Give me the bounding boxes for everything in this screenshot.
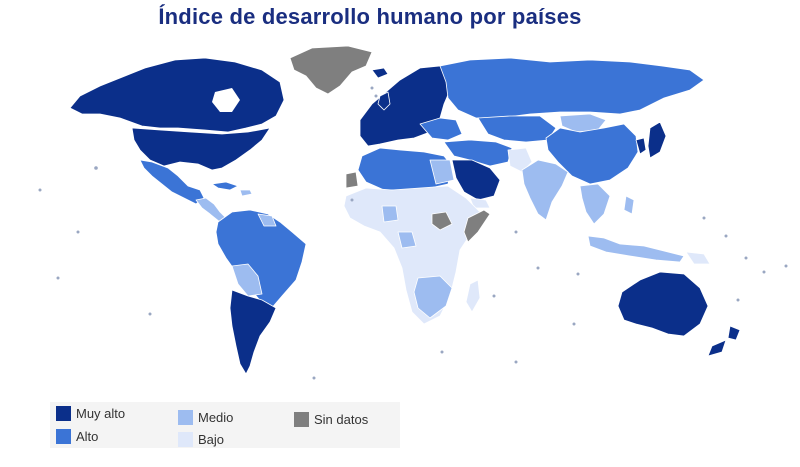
- region-japan: [648, 122, 666, 158]
- legend-swatch-bajo: [178, 432, 193, 447]
- region-central-asia: [478, 116, 556, 142]
- region-russia: [440, 58, 704, 118]
- region-southeast-asia: [580, 184, 610, 224]
- region-central-america: [196, 198, 226, 222]
- legend-label-medio: Medio: [198, 410, 233, 425]
- legend-label-bajo: Bajo: [198, 432, 224, 447]
- region-india: [522, 160, 568, 220]
- legend-label-muy-alto: Muy alto: [76, 406, 125, 421]
- region-hispaniola: [240, 190, 252, 196]
- region-mexico: [140, 160, 204, 204]
- region-new-zealand-south: [708, 340, 726, 356]
- legend-swatch-muy-alto: [56, 406, 71, 421]
- region-western-sahara: [346, 172, 358, 188]
- region-south-america-north: [216, 210, 306, 310]
- region-australia: [618, 272, 708, 336]
- region-papua: [686, 252, 710, 264]
- region-madagascar: [466, 280, 480, 312]
- region-cuba: [212, 182, 238, 190]
- legend-swatch-medio: [178, 410, 193, 425]
- region-nigeria: [382, 206, 398, 222]
- legend-swatch-sin-datos: [294, 412, 309, 427]
- legend-item-bajo: Bajo: [178, 432, 224, 447]
- legend-item-medio: Medio: [178, 410, 233, 425]
- region-greenland: [290, 46, 372, 94]
- legend-label-alto: Alto: [76, 429, 98, 444]
- region-new-zealand: [728, 326, 740, 340]
- region-philippines: [624, 196, 634, 214]
- region-iceland: [372, 68, 388, 78]
- region-subsaharan-africa: [344, 186, 480, 324]
- legend-item-muy-alto: Muy alto: [56, 406, 125, 421]
- legend-item-sin-datos: Sin datos: [294, 412, 368, 427]
- legend-label-sin-datos: Sin datos: [314, 412, 368, 427]
- legend-item-alto: Alto: [56, 429, 98, 444]
- region-canada: [70, 58, 284, 132]
- world-map: [0, 0, 800, 400]
- legend-swatch-alto: [56, 429, 71, 444]
- region-indonesia: [588, 236, 684, 262]
